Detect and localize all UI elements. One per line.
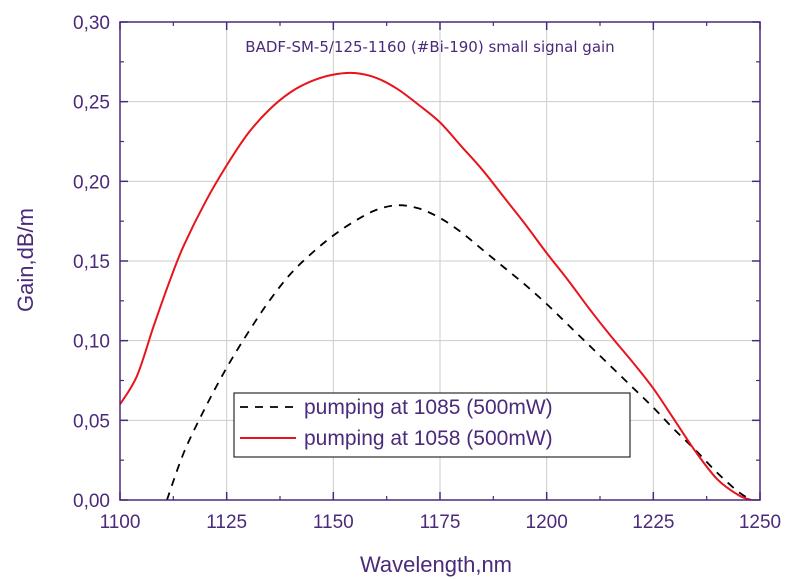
y-tick-label: 0,30: [73, 13, 110, 34]
x-ticks: 1100 1125 1150 1175 1200 1225 1250: [100, 22, 781, 533]
x-tick-label: 1175: [420, 512, 461, 533]
legend: pumping at 1085 (500mW) pumping at 1058 …: [233, 392, 631, 458]
series-layer: [119, 71, 752, 501]
legend-box: [233, 392, 631, 458]
series-line-pumping-1058: [119, 71, 752, 501]
legend-label-pumping-1085: pumping at 1085 (500mW): [304, 396, 553, 419]
y-tick-label: 0,05: [73, 411, 110, 432]
y-tick-label: 0,15: [73, 252, 110, 273]
x-tick-label: 1200: [526, 512, 568, 533]
x-tick-label: 1250: [739, 512, 781, 533]
chart-title: BADF-SM-5/125-1160 (#Bi-190) small signa…: [245, 38, 614, 56]
x-tick-label: 1100: [100, 512, 141, 533]
y-axis-title: Gain,dB/m: [13, 208, 38, 312]
x-tick-label: 1125: [206, 512, 247, 533]
x-tick-label: 1225: [632, 512, 674, 533]
y-tick-label: 0,25: [73, 93, 110, 114]
x-axis-title: Wavelength,nm: [360, 552, 512, 577]
series-line-pumping-1085: [166, 204, 752, 501]
y-tick-label: 0,00: [73, 491, 110, 512]
legend-label-pumping-1058: pumping at 1058 (500mW): [304, 427, 553, 450]
y-ticks: 0,00 0,05 0,10 0,15 0,20 0,25 0,30: [73, 13, 760, 512]
y-tick-label: 0,10: [73, 332, 110, 353]
y-tick-label: 0,20: [73, 172, 110, 193]
x-tick-label: 1150: [313, 512, 354, 533]
